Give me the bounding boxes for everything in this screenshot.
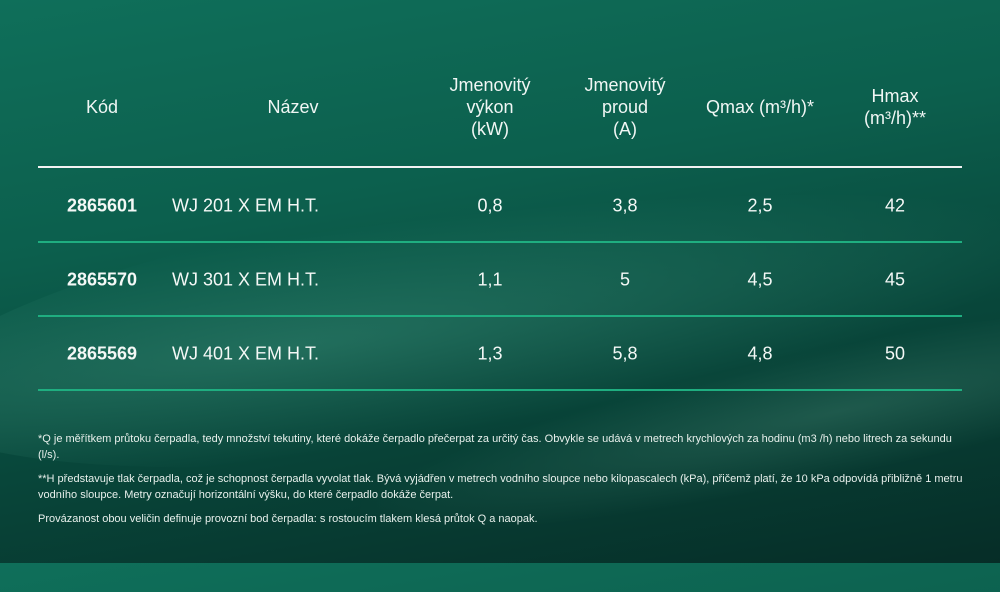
footnote-h: **H představuje tlak čerpadla, což je sc… xyxy=(38,473,963,501)
header-hmax: Hmax (m³/h)** xyxy=(864,86,926,128)
footnotes: *Q je měřítkem průtoku čerpadla, tedy mn… xyxy=(38,431,968,535)
cell-code: 2865570 xyxy=(66,269,138,290)
cell-code: 2865601 xyxy=(66,195,138,216)
cell-qmax: 2,5 xyxy=(747,195,773,216)
header-current: Jmenovitý proud (A) xyxy=(584,75,666,139)
cell-power: 1,3 xyxy=(477,343,503,364)
cell-power: 1,1 xyxy=(477,269,503,290)
cell-name: WJ 201 X EM H.T. xyxy=(172,195,320,216)
row-divider xyxy=(38,389,962,391)
cell-name: WJ 301 X EM H.T. xyxy=(172,269,320,290)
footnote-q: *Q je měřítkem průtoku čerpadla, tedy mn… xyxy=(38,433,952,461)
cell-hmax: 45 xyxy=(884,269,906,290)
cell-current: 5,8 xyxy=(612,343,638,364)
cell-current: 5 xyxy=(619,269,631,290)
cell-power: 0,8 xyxy=(477,195,503,216)
cell-hmax: 42 xyxy=(884,195,906,216)
row-divider xyxy=(38,315,962,317)
header-name: Název xyxy=(267,97,319,117)
cell-name: WJ 401 X EM H.T. xyxy=(172,343,320,364)
cell-qmax: 4,8 xyxy=(747,343,773,364)
row-divider xyxy=(38,241,962,243)
header-divider xyxy=(38,166,962,168)
cell-current: 3,8 xyxy=(612,195,638,216)
header-code: Kód xyxy=(85,97,119,117)
header-power: Jmenovitý výkon (kW) xyxy=(449,75,531,139)
cell-code: 2865569 xyxy=(66,343,138,364)
cell-qmax: 4,5 xyxy=(747,269,773,290)
footnote-relation: Provázanost obou veličin definuje provoz… xyxy=(38,513,538,525)
cell-hmax: 50 xyxy=(884,343,906,364)
header-qmax: Qmax (m³/h)* xyxy=(706,97,814,117)
